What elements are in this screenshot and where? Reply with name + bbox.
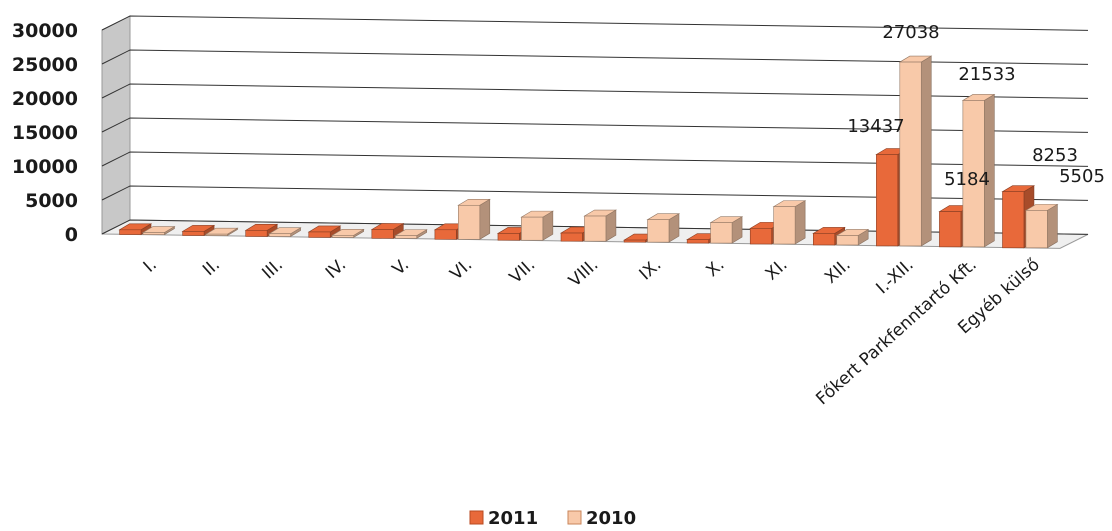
gridline — [101, 117, 1089, 133]
gridline — [101, 49, 1089, 65]
bar-2010-4 — [331, 228, 365, 238]
data-label: 5505 — [1059, 166, 1105, 187]
data-label: 21533 — [958, 64, 1015, 85]
x-tick-label: VI. — [446, 255, 476, 285]
legend-swatch-2011 — [469, 510, 484, 525]
x-tick-label: XI. — [762, 255, 792, 285]
y-tick-label: 20000 — [12, 88, 78, 110]
bar-2010-6 — [457, 198, 491, 240]
bar-2011-4 — [307, 225, 342, 238]
data-label: 8253 — [1032, 145, 1078, 166]
x-tick-label: IV. — [322, 255, 350, 283]
gridline — [101, 83, 1089, 99]
bar-2010-3 — [268, 227, 302, 237]
bar-2010-14 — [961, 93, 996, 248]
legend: 2011 2010 — [469, 508, 636, 529]
bar-2010-15 — [1024, 203, 1059, 249]
bar-2010-7 — [520, 210, 554, 241]
x-tick-label: X. — [702, 255, 728, 281]
data-label: 13437 — [847, 116, 904, 137]
bar-2010-1 — [141, 225, 176, 236]
bar-2010-5 — [394, 229, 428, 239]
x-tick-label: IX. — [636, 255, 666, 285]
bar-2010-2 — [204, 227, 239, 237]
bar-2011-3 — [244, 223, 279, 237]
bar-2010-12 — [835, 228, 870, 246]
bar-2010-8 — [583, 209, 618, 242]
gridline — [101, 151, 1089, 167]
y-tick-label: 5000 — [25, 190, 78, 212]
bar-2011-1 — [118, 223, 153, 236]
y-tick-label: 0 — [65, 224, 78, 246]
x-tick-label: I.-XII. — [872, 255, 917, 298]
y-tick-label: 15000 — [12, 122, 78, 144]
x-tick-label: VII. — [506, 255, 539, 288]
gridline — [101, 185, 1089, 201]
x-tick-label: VIII. — [565, 255, 602, 291]
y-tick-label: 25000 — [12, 54, 78, 76]
bar-2010-9 — [646, 213, 681, 243]
gridline — [101, 15, 1089, 31]
data-label: 27038 — [882, 22, 939, 43]
legend-swatch-2010 — [567, 510, 582, 525]
bar-2010-13 — [898, 55, 933, 247]
y-axis-ticks: 0 5000 10000 15000 20000 25000 30000 — [12, 20, 78, 246]
x-tick-label: V. — [389, 255, 413, 280]
bar-2010-10 — [709, 216, 744, 244]
legend-label-2011: 2011 — [488, 508, 538, 529]
x-tick-label: III. — [258, 255, 287, 284]
y-tick-label: 10000 — [12, 156, 78, 178]
y-tick-label: 30000 — [12, 20, 78, 42]
bars — [118, 55, 1059, 249]
x-tick-label: II. — [199, 255, 224, 280]
x-tick-label: I. — [140, 255, 161, 277]
bar-2011-5 — [370, 222, 405, 239]
x-tick-label: XII. — [821, 255, 855, 288]
bar-2010-11 — [772, 200, 807, 245]
legend-label-2010: 2010 — [586, 508, 636, 529]
data-label: 5184 — [944, 169, 990, 190]
x-axis-ticks: I. II. III. IV. V. VI. VII. VIII. IX. X. XI. XII. I.… — [140, 255, 1044, 409]
gridlines — [101, 15, 1089, 235]
bar-2011-2 — [181, 224, 216, 237]
